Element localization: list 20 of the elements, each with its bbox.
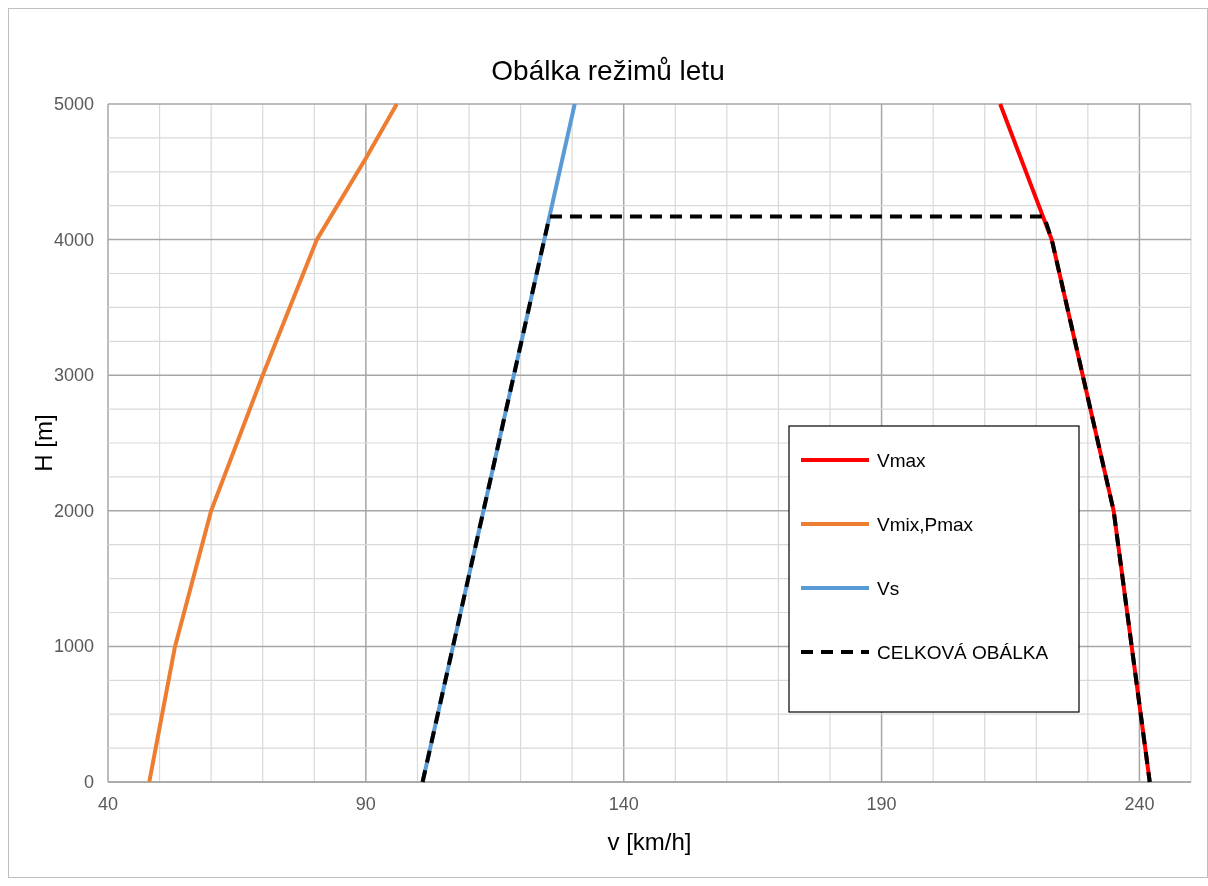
legend-label: CELKOVÁ OBÁLKA: [877, 642, 1049, 663]
y-tick-label: 2000: [53, 500, 94, 521]
line-series: [147, 102, 399, 784]
legend-label: Vmix,Pmax: [877, 514, 974, 535]
x-tick-label: 90: [355, 794, 376, 814]
y-tick-label: 4000: [53, 229, 94, 250]
x-tick-label: 140: [608, 794, 639, 814]
legend-label: Vs: [877, 578, 900, 599]
x-tick-label: 190: [866, 794, 897, 814]
y-tick-label: 5000: [53, 94, 94, 114]
legend-label: Vmax: [877, 450, 927, 471]
x-axis-title: v [km/h]: [607, 828, 692, 855]
y-axis-title: H [m]: [30, 414, 57, 472]
chart-title: Obálka režimů letu: [491, 55, 725, 86]
y-tick-label: 1000: [53, 636, 94, 657]
y-tick-label: 0: [83, 772, 94, 792]
x-tick-label: 40: [97, 794, 119, 814]
y-tick-label: 3000: [53, 365, 94, 386]
line-series: [420, 214, 1152, 784]
x-tick-label: 240: [1124, 794, 1155, 814]
